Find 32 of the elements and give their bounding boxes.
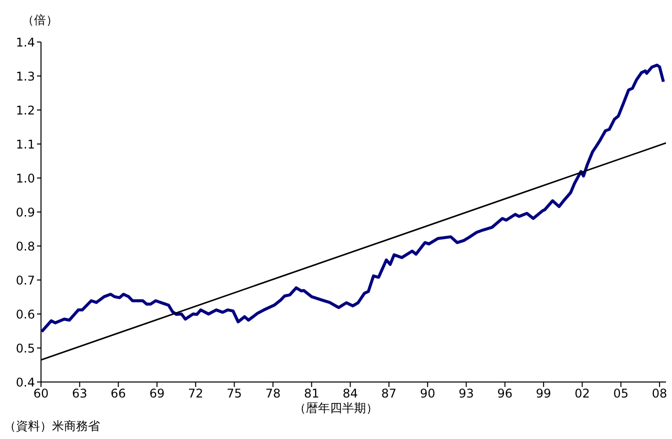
y-tick-label: 1.3 — [16, 69, 35, 84]
y-tick-label: 0.6 — [16, 307, 35, 322]
x-tick-label: 96 — [497, 386, 513, 401]
x-tick-label: 72 — [188, 386, 204, 401]
x-tick-label: 78 — [265, 386, 281, 401]
x-tick-label: 08 — [652, 386, 668, 401]
x-tick-label: 90 — [420, 386, 436, 401]
x-tick-label: 81 — [304, 386, 320, 401]
x-tick-label: 99 — [536, 386, 552, 401]
text: （資料）米商務省 — [4, 418, 100, 435]
x-tick-label: 02 — [574, 386, 590, 401]
y-tick-label: 0.8 — [16, 239, 35, 254]
x-tick-label: 60 — [33, 386, 49, 401]
x-tick-label: 93 — [458, 386, 474, 401]
x-tick-label: 63 — [72, 386, 88, 401]
y-tick-label: 1.0 — [16, 171, 35, 186]
y-tick-label: 0.9 — [16, 205, 35, 220]
y-tick-label: 1.4 — [16, 35, 35, 50]
x-tick-label: 69 — [149, 386, 165, 401]
x-tick-label: 05 — [613, 386, 629, 401]
y-tick-label: 0.5 — [16, 341, 35, 356]
y-tick-label: 1.1 — [16, 137, 35, 152]
x-tick-label: 87 — [381, 386, 397, 401]
x-tick-label: 66 — [110, 386, 126, 401]
line-series — [41, 64, 665, 334]
x-tick-label: 75 — [226, 386, 242, 401]
y-tick-label: 1.2 — [16, 103, 35, 118]
y-axis-title: （倍） — [22, 12, 58, 29]
x-axis-title: （暦年四半期） — [293, 400, 379, 417]
y-tick-label: 0.4 — [16, 375, 35, 390]
x-tick-label: 84 — [342, 386, 358, 401]
y-tick-label: 0.7 — [16, 273, 35, 288]
